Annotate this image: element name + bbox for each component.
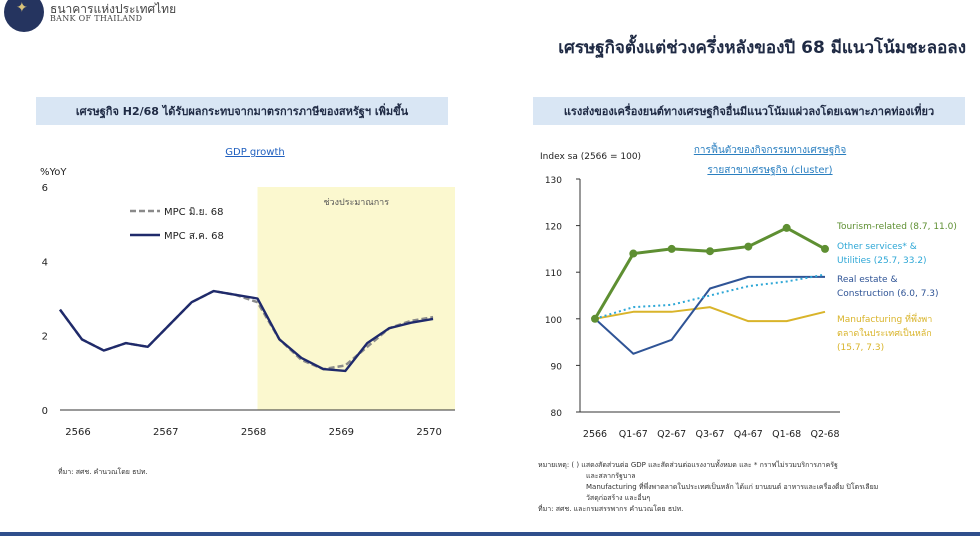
series-label-line: Manufacturing ที่พึ่งพา bbox=[837, 312, 932, 325]
chart-subtitle-line-1: การฟื้นตัวของกิจกรรมทางเศรษฐกิจ bbox=[694, 142, 846, 156]
forecast-region bbox=[257, 187, 455, 410]
series-label-2: Real estate & Construction (6.0, 7.3) bbox=[837, 275, 939, 299]
x-tick-label: 2570 bbox=[416, 427, 441, 438]
series-marker bbox=[706, 247, 714, 256]
series-marker bbox=[629, 249, 638, 258]
series-line-0 bbox=[593, 226, 826, 320]
bank-name-en: BANK OF THAILAND bbox=[50, 14, 143, 23]
series-marker bbox=[782, 223, 791, 232]
x-tick-label: 2567 bbox=[153, 427, 178, 438]
note-line-4: วัสดุก่อสร้าง และอื่นๆ bbox=[586, 494, 651, 502]
y-tick-label: 100 bbox=[545, 316, 562, 326]
series-line-3 bbox=[594, 306, 826, 323]
y-tick-label: 120 bbox=[545, 223, 562, 233]
series-label-0: Tourism-related (8.7, 11.0) bbox=[836, 222, 957, 232]
series-marker bbox=[667, 244, 676, 253]
x-tick-label: 2569 bbox=[329, 427, 354, 438]
note-line-3: Manufacturing ที่พึ่งพาตลาดในประเทศเป็นห… bbox=[586, 483, 879, 491]
y-tick-label: 80 bbox=[551, 409, 563, 419]
left-source-note: ที่มา: สศช. คำนวณโดย ธปท. bbox=[58, 468, 148, 476]
emblem-icon: ✦ bbox=[16, 0, 28, 16]
series-label-line: Real estate & bbox=[837, 275, 897, 285]
legend-label: MPC มิ.ย. 68 bbox=[164, 207, 224, 218]
y-tick-label: 130 bbox=[545, 176, 562, 186]
series-label-3: Manufacturing ที่พึ่งพาตลาดในประเทศเป็นห… bbox=[837, 312, 932, 353]
y-tick-label: 6 bbox=[42, 183, 48, 194]
x-tick-label: Q2-67 bbox=[657, 429, 686, 440]
series-label-line: Tourism-related (8.7, 11.0) bbox=[836, 222, 957, 232]
series-label-line: ตลาดในประเทศเป็นหลัก bbox=[837, 326, 932, 339]
right-panel-title: แรงส่งของเครื่องยนต์ทางเศรษฐกิจอื่นมีแนว… bbox=[533, 97, 965, 125]
chart-subtitle-line-2: รายสาขาเศรษฐกิจ (cluster) bbox=[707, 165, 832, 176]
series-line-1 bbox=[594, 273, 826, 320]
footer-bar bbox=[0, 532, 980, 536]
x-tick-label: Q2-68 bbox=[810, 429, 839, 440]
page-title: เศรษฐกิจตั้งแต่ช่วงครึ่งหลังของปี 68 มีแ… bbox=[558, 38, 966, 58]
x-tick-label: Q4-67 bbox=[734, 429, 763, 440]
series-label-line: Utilities (25.7, 33.2) bbox=[837, 256, 927, 266]
gdp-growth-chart: GDP growth %YoY ช่วงประมาณการ 0 2 4 6 2566 25… bbox=[40, 147, 455, 438]
y-tick-label: 110 bbox=[545, 269, 562, 279]
x-tick-label: Q1-68 bbox=[772, 429, 801, 440]
bank-name-thai: ธนาคารแห่งประเทศไทย bbox=[50, 2, 177, 16]
x-tick-label: 2566 bbox=[65, 427, 90, 438]
legend-label: MPC ส.ค. 68 bbox=[164, 231, 224, 242]
series-label-line: Construction (6.0, 7.3) bbox=[837, 289, 939, 299]
note-line-2: และสลากรัฐบาล bbox=[586, 472, 636, 480]
series-line-1 bbox=[59, 289, 434, 373]
series-label-line: (15.7, 7.3) bbox=[837, 343, 884, 353]
series-marker bbox=[821, 244, 829, 253]
y-tick-label: 4 bbox=[42, 257, 48, 268]
sector-recovery-chart: Index sa (2566 = 100) การฟื้นตัวของกิจกร… bbox=[540, 142, 957, 440]
y-tick-label: 2 bbox=[42, 332, 48, 343]
x-tick-label: 2568 bbox=[241, 427, 266, 438]
y-tick-label: 90 bbox=[551, 362, 563, 372]
y-axis-label: %YoY bbox=[40, 167, 67, 178]
series-line-0 bbox=[58, 289, 434, 371]
right-notes: หมายเหตุ: ( ) แสดงสัดส่วนต่อ GDP และสัดส… bbox=[538, 460, 878, 515]
left-panel-title: เศรษฐกิจ H2/68 ได้รับผลกระทบจากมาตรการภา… bbox=[36, 97, 448, 125]
series-line-2 bbox=[594, 275, 825, 355]
note-line-1: หมายเหตุ: ( ) แสดงสัดส่วนต่อ GDP และสัดส… bbox=[538, 461, 838, 469]
series-marker bbox=[591, 314, 599, 323]
series-label-line: Other services* & bbox=[837, 242, 917, 252]
series-marker bbox=[744, 242, 753, 251]
x-tick-label: Q1-67 bbox=[619, 429, 648, 440]
note-line-5: ที่มา: สศช. และกรมสรรพากร คำนวณโดย ธปท. bbox=[538, 505, 684, 513]
series-label-1: Other services* & Utilities (25.7, 33.2) bbox=[837, 242, 927, 266]
y-axis-label: Index sa (2566 = 100) bbox=[540, 152, 641, 162]
forecast-label: ช่วงประมาณการ bbox=[323, 198, 389, 208]
x-tick-label: 2566 bbox=[583, 429, 607, 440]
header-bar: ✦ ธนาคารแห่งประเทศไทย BANK OF THAILAND bbox=[0, 0, 980, 40]
bot-logo: ✦ bbox=[4, 0, 44, 32]
y-tick-label: 0 bbox=[42, 406, 48, 417]
chart-title: GDP growth bbox=[225, 147, 284, 158]
x-tick-label: Q3-67 bbox=[695, 429, 724, 440]
